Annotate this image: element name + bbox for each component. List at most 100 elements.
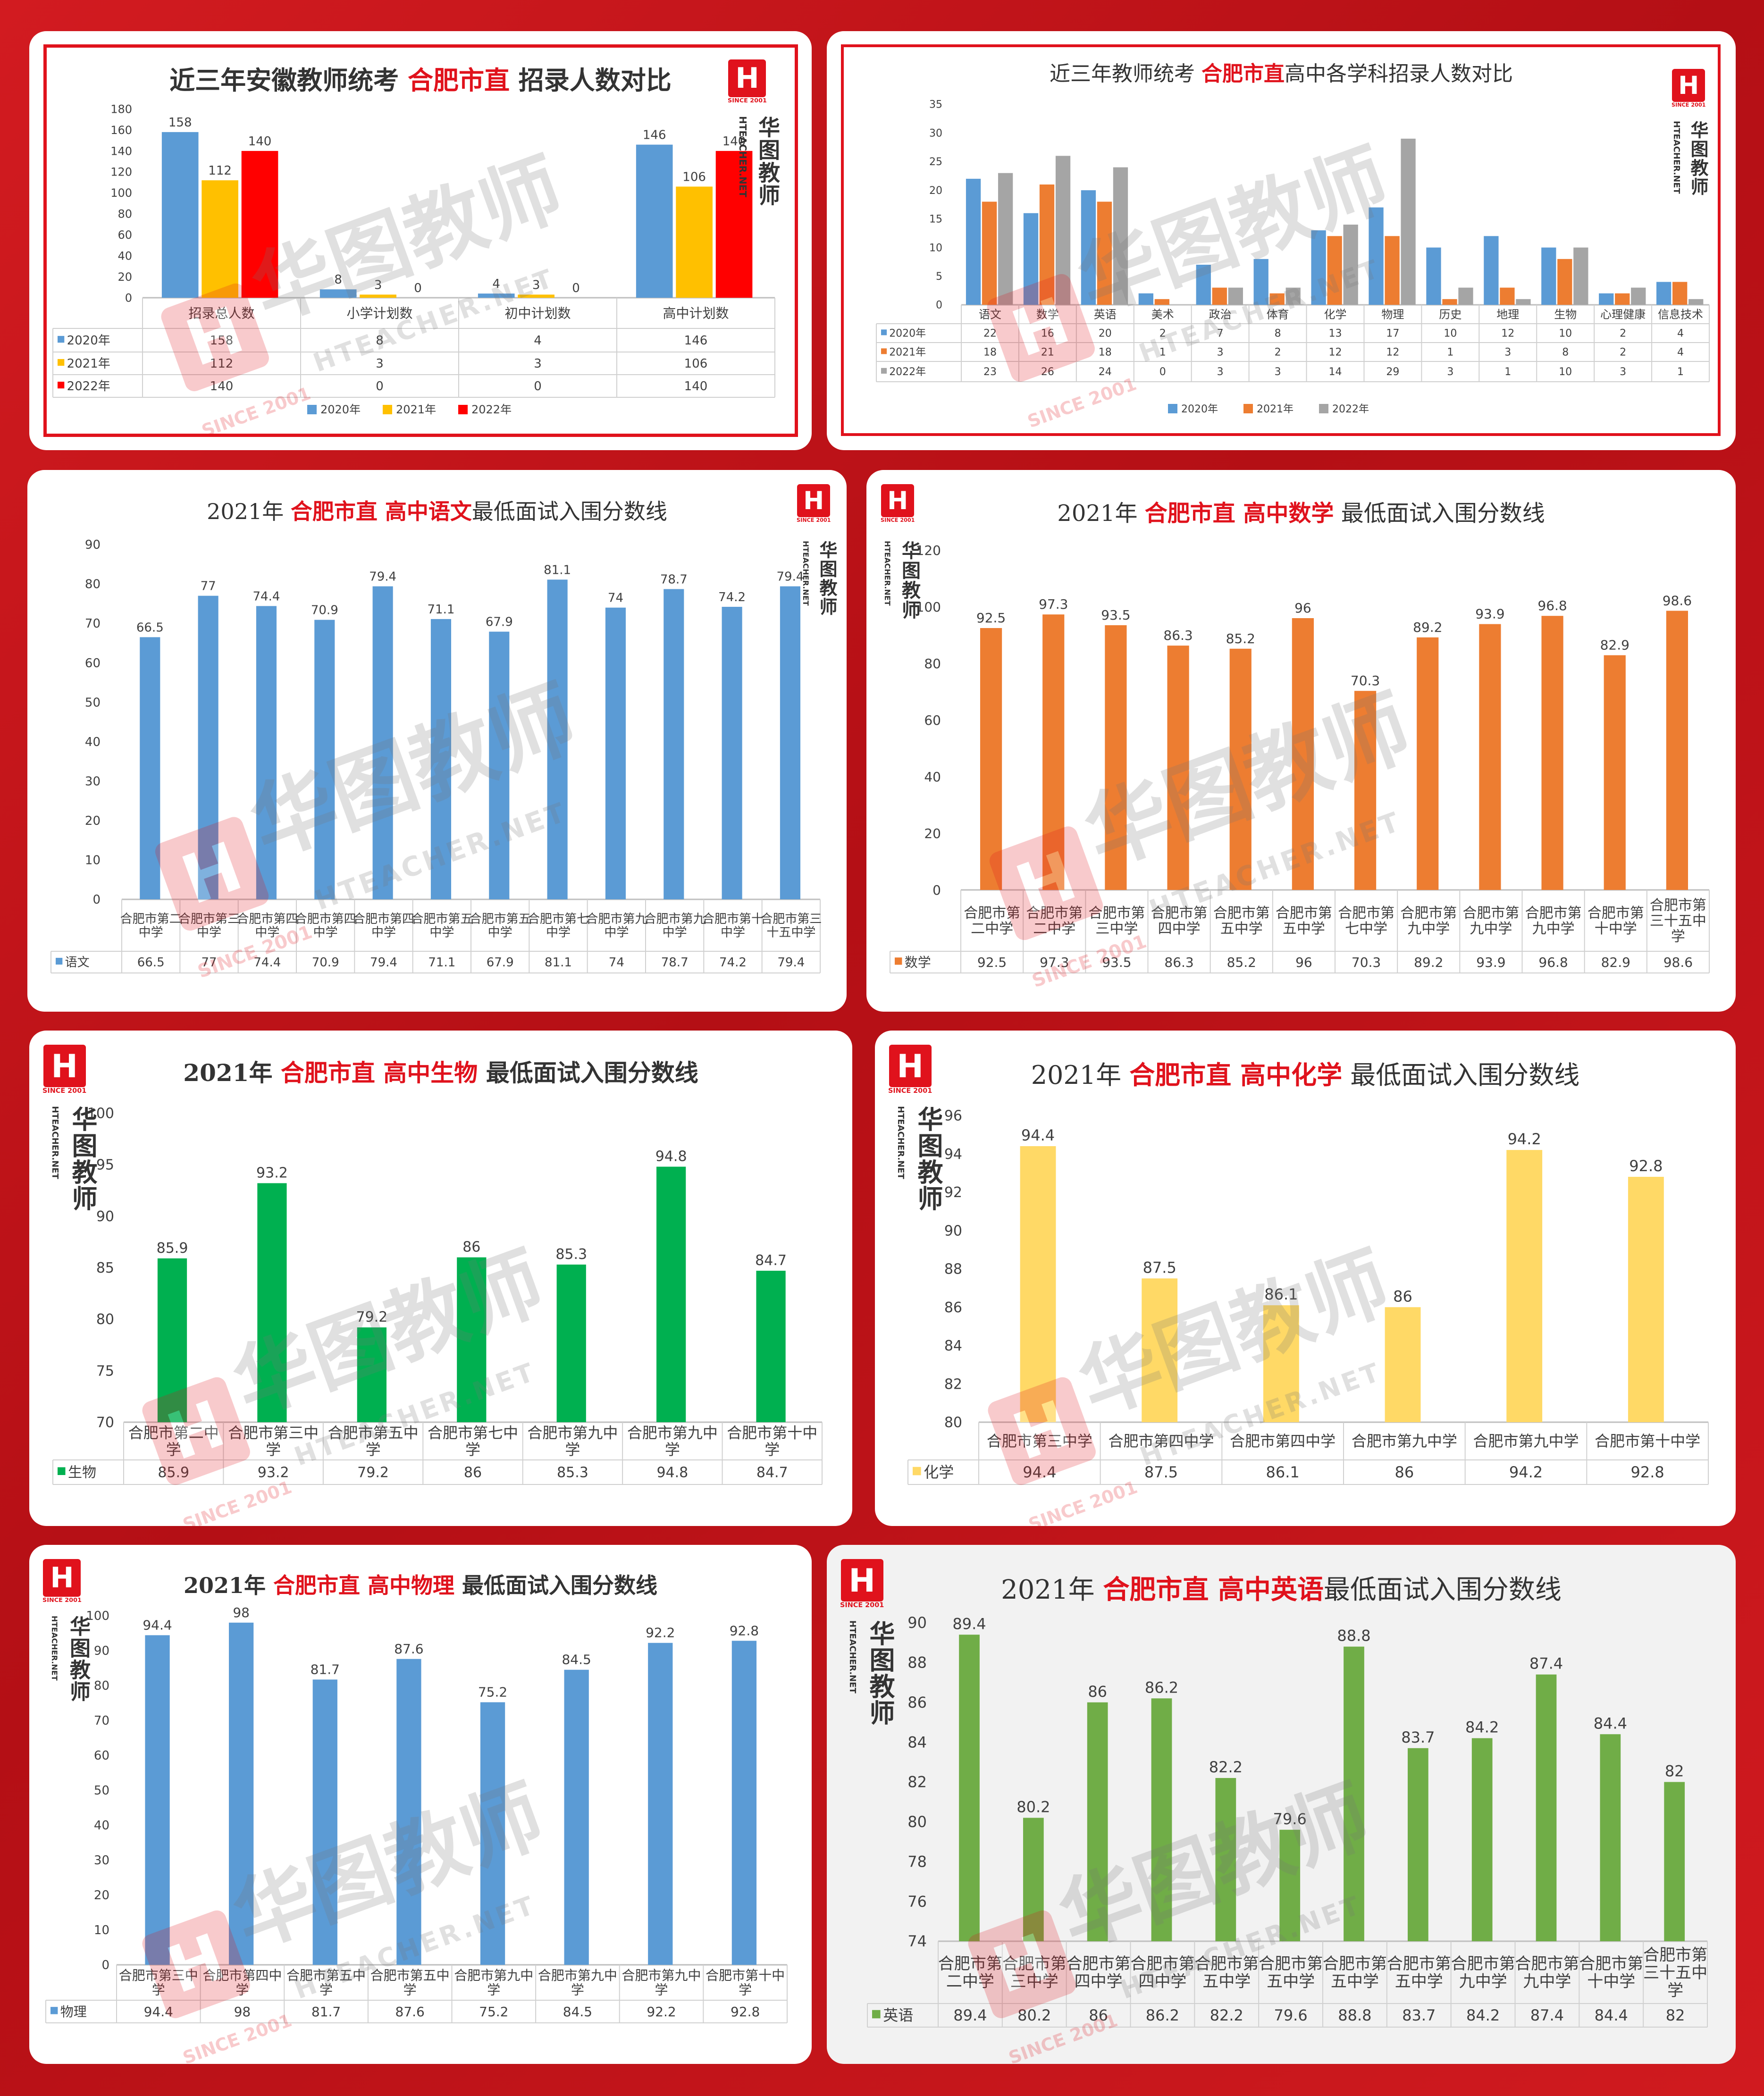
table-value: 3 [1504,347,1511,359]
category-label: 合肥市第 [1650,897,1706,914]
y-tick-label: 90 [85,538,101,552]
category-label: 学 [1667,1981,1683,2000]
y-axis: 0 20 40 60 80 100 120 [916,543,941,898]
data-label: 70.9 [311,604,338,618]
category-label: 合肥市第五中 [370,1968,450,1983]
category-label: 合肥市第 [1276,905,1332,922]
table-value: 21 [1041,347,1054,359]
legend-label: 2022年 [471,403,512,416]
data-label: 92.5 [976,610,1006,626]
table-value: 16 [1041,328,1054,340]
bar-语文-9 [664,589,684,899]
y-tick-label: 40 [94,1819,109,1833]
bar-数学-8 [1479,624,1501,890]
data-label: 88.8 [1337,1627,1370,1645]
data-label: 158 [168,116,192,130]
data-label: 93.2 [256,1165,288,1181]
bar-生物-0 [157,1258,187,1422]
category-label: 中学 [663,925,687,939]
table-value: 92.8 [731,2004,760,2020]
table-value: 1 [1447,347,1453,359]
category-label: 信息技术 [1658,308,1703,321]
chart-svg: 80 82 84 86 88 90 92 94 96 94.4 87.5 86.1 86 94.2 92.8… [907,1108,1709,1485]
y-tick-label: 80 [944,1415,962,1431]
category-label: 学 [565,1441,580,1459]
bar-英语-4 [1215,1778,1236,1941]
table-value: 87.6 [395,2004,425,2020]
category-label: 合肥市第十中 [706,1968,785,1983]
category-label: 学 [403,1982,417,1998]
category-label: 合肥市第七中 [428,1424,518,1442]
bar-2022年-11 [1631,287,1646,305]
category-label: 生物 [1554,308,1577,321]
bar-2022年-10 [1573,247,1588,305]
vertical-brand: HTEACHER.NET 华图教师 [737,116,783,207]
table-value: 74.4 [253,956,281,970]
y-axis: 80 82 84 86 88 90 92 94 96 [944,1108,962,1431]
logo-mark: H [797,484,831,517]
category-label: 合肥市第三中 [119,1968,198,1983]
category-label: 二中学 [946,1972,994,1991]
data-label: 84.4 [1594,1714,1627,1732]
brand-cn: 华图教师 [755,116,781,207]
bars: 85.9 93.2 79.2 86 85.3 94.8 84.7 [157,1149,787,1422]
table-value: 92.5 [977,955,1007,970]
category-label: 英语 [1094,308,1117,321]
y-tick-label: 84 [907,1733,927,1751]
y-tick-label: 35 [929,99,942,111]
table-value: 86.1 [1266,1463,1300,1481]
bar-2020年-12 [1656,282,1672,305]
y-tick-label: 70 [85,617,101,631]
y-tick-label: 90 [94,1644,109,1658]
table-series-name: 2022年 [889,366,926,378]
bar-2021年-9 [1500,287,1515,305]
table-value: 4 [1677,347,1684,359]
category-label: 合肥市第五 [411,912,472,926]
y-axis: 0 5 10 15 20 25 30 35 [929,99,942,311]
vertical-brand: HTEACHER.NET 华图教师 [801,541,840,616]
bar-2021年-3 [676,186,713,298]
table-value: 10 [1444,328,1457,340]
y-tick-label: 20 [929,185,942,197]
bar-2021年-2 [518,294,554,298]
table-value: 84.2 [1466,2006,1500,2024]
bar-生物-5 [656,1166,686,1422]
bar-2020年-10 [1541,247,1556,305]
bar-语文-1 [198,595,218,899]
data-label: 82 [1665,1762,1684,1780]
y-tick-label: 0 [125,291,132,304]
table-series-name: 2021年 [67,357,110,371]
y-tick-label: 20 [118,270,132,284]
data-label: 75.2 [478,1685,507,1700]
table-value: 86 [1089,2006,1108,2024]
bar-英语-2 [1087,1702,1108,1941]
category-label: 政治 [1209,308,1232,321]
table-value: 77 [201,956,217,970]
panel-frame [43,44,798,437]
category-label: 化学 [1324,308,1347,321]
data-label: 80.2 [1016,1798,1050,1816]
category-label: 合肥市第四中学 [1108,1432,1214,1450]
logo-mark: H [43,1559,81,1597]
data-label: 81.7 [311,1661,340,1677]
bar-数学-2 [1105,625,1127,890]
bar-化学-3 [1385,1307,1421,1422]
data-label: 86.1 [1264,1285,1298,1303]
category-label: 招录总人数 [188,305,254,321]
category-label: 中学 [721,925,745,939]
bar-2020年-6 [1311,230,1326,305]
y-tick-label: 30 [929,127,942,139]
table-value: 2 [1620,347,1626,359]
chart-svg: 74 76 78 80 82 84 86 88 90 89.4 80.2 86 86.2 82.2 79.6… [867,1614,1708,2028]
data-label: 93.5 [1101,607,1130,623]
brand-cn: 华图教师 [865,1620,895,1726]
brand-cn: 华图教师 [67,1106,97,1212]
category-label: 学 [152,1982,165,1998]
table-value: 17 [1386,328,1399,340]
table-value: 112 [210,357,234,371]
bar-化学-4 [1506,1150,1543,1422]
bar-2022年-0 [241,151,278,298]
y-tick-label: 50 [85,696,101,710]
table-value: 106 [684,357,708,371]
bar-生物-1 [257,1183,287,1422]
